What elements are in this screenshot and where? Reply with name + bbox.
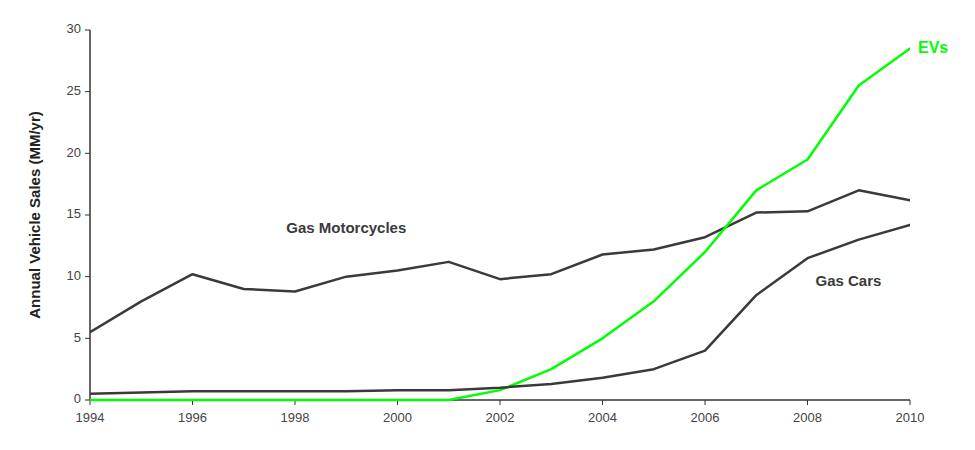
x-tick-label: 1998	[281, 410, 310, 425]
x-tick-label: 2002	[486, 410, 515, 425]
y-axis-label: Annual Vehicle Sales (MM/yr)	[26, 111, 43, 319]
x-tick	[500, 400, 501, 405]
y-tick	[85, 276, 90, 277]
x-tick	[602, 400, 603, 405]
x-tick-label: 1994	[76, 410, 105, 425]
axes: 1994 1996 1998 2000 2002 2004 2006 2008 2010 0 5 10…	[67, 21, 925, 425]
x-tick	[807, 400, 808, 405]
x-tick-label: 2008	[793, 410, 822, 425]
y-tick-label: 5	[74, 330, 81, 345]
y-tick-label: 25	[67, 83, 81, 98]
y-tick	[85, 30, 90, 31]
series-line	[90, 225, 910, 394]
y-tick	[85, 153, 90, 154]
series-line	[90, 190, 910, 332]
y-tick	[85, 215, 90, 216]
x-tick	[705, 400, 706, 405]
y-tick	[85, 338, 90, 339]
chart: 1994 1996 1998 2000 2002 2004 2006 2008 2010 0 5 10…	[0, 0, 975, 450]
y-tick-label: 30	[67, 21, 81, 36]
y-tick-label: 20	[67, 145, 81, 160]
y-tick	[85, 91, 90, 92]
x-tick-label: 1996	[178, 410, 207, 425]
y-tick-label: 10	[67, 268, 81, 283]
y-tick-label: 0	[74, 391, 81, 406]
x-tick-label: 2006	[691, 410, 720, 425]
x-tick	[910, 400, 911, 405]
y-tick	[85, 400, 90, 401]
series-label: Gas Motorcycles	[286, 219, 406, 236]
y-tick-label: 15	[67, 206, 81, 221]
x-tick-label: 2000	[383, 410, 412, 425]
x-tick-label: 2010	[896, 410, 925, 425]
x-tick-label: 2004	[588, 410, 617, 425]
series-label: EVs	[918, 39, 948, 56]
series-labels: Gas Motorcycles EVs Gas Cars	[286, 39, 948, 289]
series-label: Gas Cars	[816, 272, 882, 289]
plot-area	[90, 49, 910, 401]
series-line	[90, 49, 910, 401]
